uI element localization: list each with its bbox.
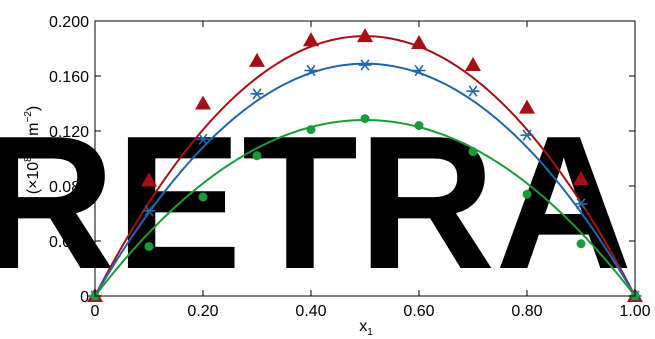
x-tick-label: 0.80: [511, 303, 542, 320]
data-point-asterisk: [412, 64, 426, 77]
watermark: RETRA: [0, 97, 632, 309]
y-axis-unit-close: ): [25, 106, 42, 111]
y-tick-label: 0.120: [49, 124, 89, 141]
data-point-asterisk: [250, 88, 264, 100]
data-point-asterisk: [142, 205, 156, 217]
data-point-triangle: [141, 172, 157, 187]
y-axis-subscript: i: [34, 200, 45, 202]
data-point-triangle: [249, 52, 265, 67]
x-tick-label: 1.00: [619, 303, 650, 320]
axis-ticks: [94, 20, 636, 297]
tick-labels: 0 0.20 0.40 0.60 0.80 1.00 0 0.040 0.080 0.120 0.1…: [49, 14, 651, 320]
y-tick-label: 0.080: [49, 179, 89, 196]
x-axis-label: x1: [359, 318, 373, 338]
data-point-triangle: [195, 95, 211, 110]
data-point-asterisk: [574, 198, 588, 210]
data-point-asterisk: [358, 59, 372, 71]
data-point-triangle: [465, 57, 481, 71]
data-point-circle: [522, 189, 532, 199]
series-markers: [87, 28, 643, 302]
data-point-triangle: [357, 28, 373, 43]
y-tick-label: 0.200: [49, 14, 89, 31]
data-point-circle: [144, 242, 154, 251]
y-axis-unit-exponent-2: −2: [23, 111, 34, 123]
data-point-triangle: [411, 35, 427, 49]
data-point-triangle: [303, 32, 319, 47]
data-point-asterisk: [466, 85, 480, 97]
x-tick-label: 0.60: [403, 303, 434, 320]
data-point-circle: [576, 239, 586, 249]
data-point-circle: [198, 192, 208, 202]
data-point-asterisk: [304, 64, 318, 77]
data-point-circle: [360, 114, 370, 124]
y-axis-unit-exponent: 8: [23, 156, 34, 162]
series-asterisk-curve: [94, 62, 636, 297]
y-axis-symbol: π: [22, 201, 42, 214]
data-point-circle: [414, 121, 424, 130]
data-point-circle: [468, 147, 478, 157]
y-axis-label: πiE (×108 N m−2): [20, 106, 45, 215]
data-point-triangle: [573, 171, 589, 186]
y-axis-unit-open: (×10: [25, 162, 42, 195]
watermark-text: RETRA: [0, 97, 632, 309]
x-tick-label: 0.40: [295, 303, 326, 320]
y-tick-label: 0.160: [49, 69, 89, 86]
y-axis-superscript: E: [20, 197, 31, 204]
x-axis-symbol: x: [359, 318, 367, 335]
x-tick-label: 0.20: [187, 303, 218, 320]
data-point-circle: [306, 125, 316, 135]
data-point-asterisk: [520, 129, 534, 141]
y-tick-label: 0.040: [49, 234, 89, 251]
plot-frame: [94, 20, 636, 297]
y-tick-label: 0: [80, 289, 89, 306]
data-point-triangle: [519, 99, 535, 114]
y-axis-unit-mid: N m: [25, 122, 42, 156]
data-point-circle: [252, 151, 262, 161]
x-axis-subscript: 1: [367, 327, 373, 338]
data-point-asterisk: [196, 133, 210, 145]
x-tick-label: 0: [91, 303, 100, 320]
